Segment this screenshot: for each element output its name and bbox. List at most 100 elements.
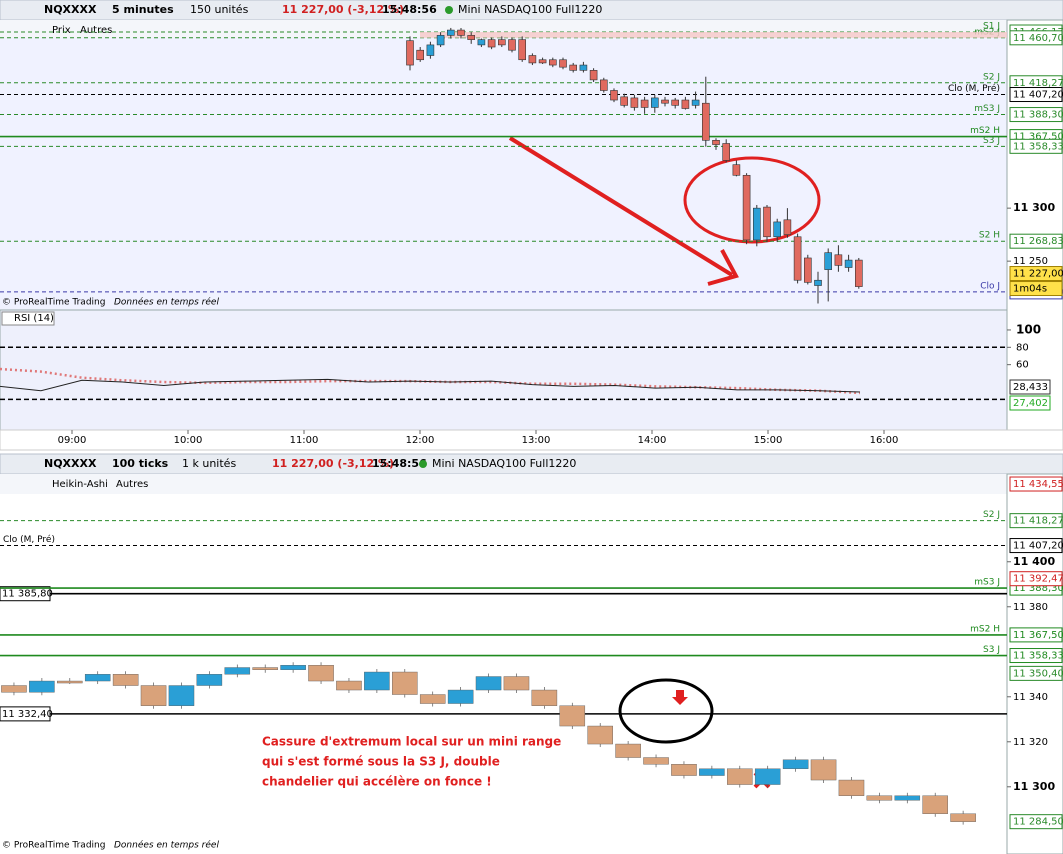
tab[interactable]: Autres (116, 479, 148, 490)
ha-body (364, 671, 390, 691)
ha-body (531, 689, 558, 706)
price-change: 11 227,00 (-3,12 %) (272, 457, 394, 470)
footer: Données en temps réel (114, 840, 219, 851)
level-box (1009, 627, 1063, 643)
candle-body (742, 174, 751, 241)
candle-body (844, 259, 853, 268)
level-name: mS2 H (970, 624, 1000, 634)
units[interactable]: 1 k unités (182, 457, 236, 470)
level-name: Clo (M, Pré) (3, 534, 55, 545)
countdown-box (1009, 281, 1063, 297)
rsi-value-label: 28,433 (1013, 382, 1048, 393)
rsi-value-label: 27,402 (1013, 398, 1048, 409)
candle-body (763, 206, 771, 238)
level-label: 11 358,33 (1013, 651, 1063, 662)
units[interactable]: 150 unités (190, 3, 249, 16)
candle-body (599, 79, 608, 91)
ha-body (1, 685, 27, 693)
axis-mark-label: 11 284,50 (1013, 817, 1063, 828)
clock: 15:48:56 (382, 3, 437, 16)
footer: Données en temps réel (114, 297, 219, 308)
level-name: Clo (M, Pré) (948, 83, 1000, 94)
level-label: 11 407,20 (1013, 541, 1063, 552)
price-change: 11 227,00 (-3,12 %) (282, 3, 404, 16)
footer: © ProRealTime Trading (2, 841, 105, 851)
candle-body (446, 29, 455, 36)
level-box (1009, 648, 1063, 664)
rsi-line (0, 378, 861, 393)
ha-body (727, 768, 753, 785)
last-price: 11 227,00 (1013, 269, 1063, 280)
level-box (1009, 30, 1063, 46)
symbol[interactable]: NQXXXX (44, 457, 97, 470)
clock: 15:48:56 (372, 457, 427, 470)
candle-body (640, 99, 649, 108)
y-tick-label: 11 400 (1013, 555, 1055, 568)
candle-body (650, 97, 659, 108)
down-arrow (672, 690, 688, 705)
candle-body (671, 99, 680, 106)
level-label: 11 388,30 (1013, 583, 1063, 594)
period[interactable]: 100 ticks (112, 457, 169, 470)
x-tick-label: 15:00 (754, 435, 783, 446)
candle-body (497, 39, 506, 46)
annotation-text: Cassure d'extremum local sur un mini ran… (262, 735, 561, 749)
symbol[interactable]: NQXXXX (44, 3, 97, 16)
candle-body (487, 39, 496, 48)
ha-body (894, 795, 921, 801)
y-tick-label: 60 (1016, 360, 1029, 371)
candle-body (752, 207, 761, 241)
axis-mark-label: 11 434,55 (1013, 479, 1063, 490)
candle-body (548, 59, 557, 66)
axis-mark-label: 11 350,40 (1013, 668, 1063, 679)
level-label: 11 418,27 (1013, 78, 1063, 89)
level-name: S2 H (979, 231, 1000, 241)
ha-body (252, 667, 278, 670)
level-label: 11 268,83 (1013, 236, 1063, 247)
rsi-value-box (1009, 379, 1051, 395)
axis-mark-box (1009, 814, 1063, 830)
level-name: S2 J (983, 72, 1000, 82)
level-name: mS2 H (970, 126, 1000, 136)
y-tick-label: 80 (1016, 342, 1029, 353)
ha-body (196, 674, 223, 686)
last-price-box (1009, 266, 1063, 282)
candle-body (579, 64, 588, 71)
ha-body (57, 680, 83, 684)
arrow-annotation (508, 136, 821, 286)
ha-body (29, 680, 55, 693)
x-tick-label: 11:00 (290, 435, 319, 446)
level-name: S3 J (983, 136, 1000, 146)
ha-body (392, 671, 418, 695)
candle-body (732, 164, 741, 176)
x-tick-label: 09:00 (58, 435, 87, 446)
candle-body (416, 49, 425, 61)
candle-body (630, 97, 639, 108)
level-label: 11 418,27 (1013, 516, 1063, 527)
level-box (0, 586, 51, 602)
ha-body (782, 759, 809, 769)
status-dot (445, 6, 453, 14)
ha-body (308, 665, 334, 682)
resistance-zone (420, 32, 1007, 38)
rsi-tab[interactable] (1, 311, 55, 326)
x-tick-label: 16:00 (870, 435, 899, 446)
period[interactable]: 5 minutes (112, 3, 174, 16)
tab[interactable]: Prix (52, 25, 71, 36)
ha-body (419, 694, 446, 704)
level-label: 11 460,70 (1013, 33, 1063, 44)
tab[interactable]: Heikin-Ashi (52, 479, 108, 490)
level-box (1009, 513, 1063, 529)
tab[interactable]: Autres (80, 25, 112, 36)
x-tick-label: 13:00 (522, 435, 551, 446)
ha-body (643, 757, 669, 765)
ha-body (810, 759, 837, 781)
level-label: 11 367,50 (1013, 630, 1063, 641)
level-name: S2 J (983, 510, 1000, 520)
level-label: 11 385,80 (2, 589, 53, 600)
ha-body (336, 680, 362, 691)
candle-body (406, 40, 414, 66)
annotation-text: qui s'est formé sous la S3 J, double (262, 755, 500, 769)
candle-body (538, 59, 547, 64)
y-tick-label: 11 340 (1013, 692, 1048, 703)
